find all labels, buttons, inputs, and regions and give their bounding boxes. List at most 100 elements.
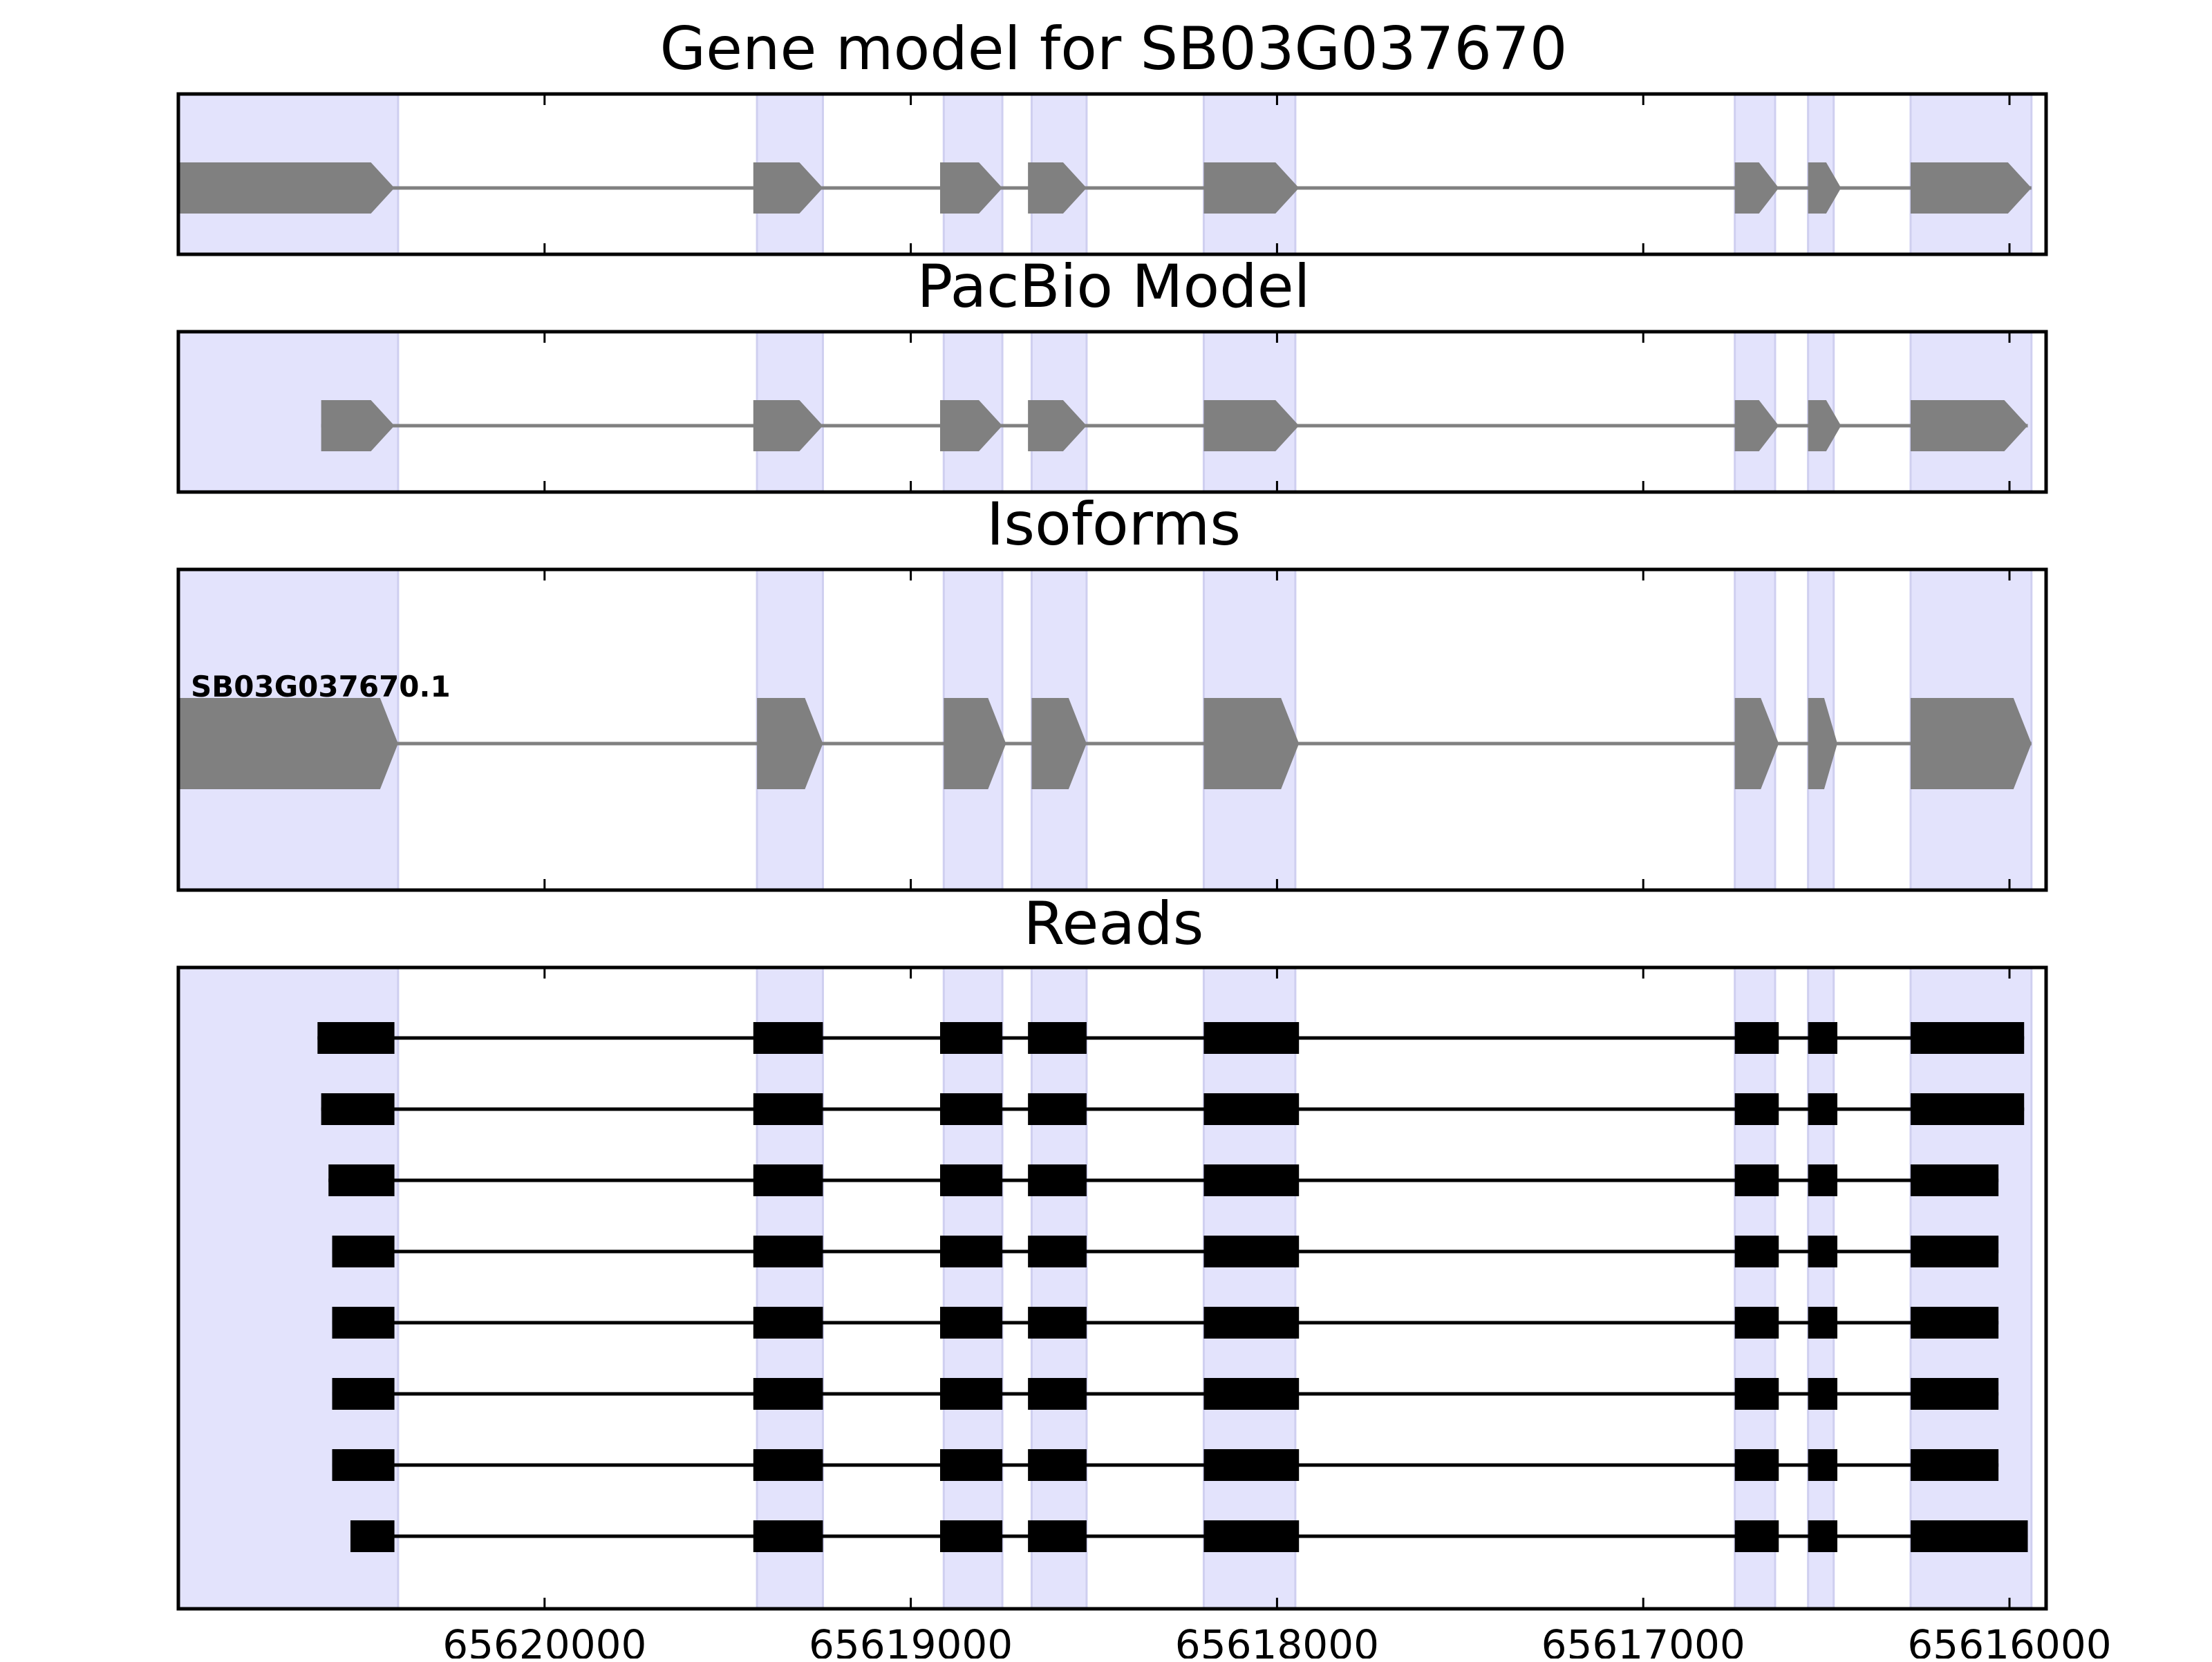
exon-arrow: [753, 162, 823, 214]
read-exon-block: [1734, 1093, 1779, 1125]
read-row: [332, 1307, 1999, 1339]
read-exon-block: [1910, 1164, 1999, 1196]
read-exon-block: [1028, 1093, 1087, 1125]
isoform-label: SB03G037670.1: [191, 670, 451, 703]
exon-arrow: [1734, 400, 1779, 451]
read-exon-block: [753, 1307, 823, 1339]
read-exon-block: [1808, 1022, 1838, 1054]
exon-arrow: [1031, 698, 1087, 789]
read-exon-block: [1808, 1449, 1838, 1481]
exon-arrow: [1028, 162, 1087, 214]
read-exon-block: [1203, 1022, 1300, 1054]
read-exon-block: [939, 1164, 1003, 1196]
exon-arrow: [753, 400, 823, 451]
read-exon-block: [1808, 1164, 1838, 1196]
exon-arrow: [321, 400, 395, 451]
read-exon-block: [1734, 1520, 1779, 1552]
transcript-row: [178, 162, 2032, 214]
read-row: [332, 1236, 1999, 1267]
read-exon-block: [1028, 1520, 1087, 1552]
read-exon-block: [1203, 1378, 1300, 1410]
exon-arrow: [757, 698, 823, 789]
read-exon-block: [753, 1164, 823, 1196]
exon-arrow: [1808, 698, 1838, 789]
exon-arrow: [1734, 162, 1779, 214]
exon-arrow: [944, 698, 1006, 789]
read-exon-block: [328, 1164, 395, 1196]
panel-title: Isoforms: [986, 490, 1241, 559]
exon-region-band: [1807, 966, 1835, 1610]
exon-region-band: [1909, 966, 2033, 1610]
read-exon-block: [1203, 1307, 1300, 1339]
read-row: [321, 1093, 2025, 1125]
read-exon-block: [939, 1093, 1003, 1125]
read-exon-block: [1203, 1449, 1300, 1481]
read-exon-block: [753, 1378, 823, 1410]
panel-gene-model: Gene model for SB03G037670: [176, 15, 2048, 256]
read-exon-block: [753, 1449, 823, 1481]
panel-frame: [176, 567, 2048, 892]
exon-arrow: [939, 162, 1003, 214]
exon-region-band: [942, 966, 1004, 1610]
panel-isoforms: SB03G037670.1 Isoforms: [176, 490, 2048, 892]
read-exon-block: [1028, 1236, 1087, 1267]
read-exon-block: [1028, 1164, 1087, 1196]
exon-arrow: [939, 400, 1003, 451]
read-exon-block: [939, 1520, 1003, 1552]
exon-arrow: [178, 162, 395, 214]
read-exon-block: [1910, 1449, 1999, 1481]
read-exon-block: [1203, 1236, 1300, 1267]
panel-title: Gene model for SB03G037670: [660, 15, 1568, 84]
exon-arrow: [1734, 698, 1779, 789]
read-exon-block: [753, 1520, 823, 1552]
read-exon-block: [1910, 1093, 2025, 1125]
read-exon-block: [332, 1449, 395, 1481]
exon-arrow: [1910, 698, 2032, 789]
exon-arrow: [1028, 400, 1087, 451]
exon-arrow: [1203, 400, 1300, 451]
read-exon-block: [1734, 1378, 1779, 1410]
read-exon-block: [1910, 1307, 1999, 1339]
read-exon-block: [939, 1236, 1003, 1267]
read-exon-block: [1028, 1378, 1087, 1410]
exon-region-band: [177, 966, 400, 1610]
exon-arrow: [1203, 162, 1300, 214]
x-tick-label: 65618000: [1175, 1621, 1379, 1659]
exon-arrow: [1910, 162, 2032, 214]
read-exon-block: [1910, 1520, 2028, 1552]
exon-region-band: [1202, 966, 1297, 1610]
read-exon-block: [332, 1307, 395, 1339]
exon-arrow: [1808, 162, 1841, 214]
read-exon-block: [1734, 1236, 1779, 1267]
exon-arrow: [1910, 400, 2028, 451]
read-exon-block: [1734, 1449, 1779, 1481]
read-exon-block: [939, 1449, 1003, 1481]
read-exon-block: [939, 1307, 1003, 1339]
exon-arrow: [1808, 400, 1841, 451]
read-exon-block: [1910, 1236, 1999, 1267]
read-exon-block: [350, 1520, 395, 1552]
panel-frame: [176, 965, 2048, 1611]
read-exon-block: [939, 1022, 1003, 1054]
read-exon-block: [1203, 1520, 1300, 1552]
panel-pacbio-model: PacBio Model: [176, 252, 2048, 494]
read-row: [350, 1520, 2028, 1552]
read-row: [328, 1164, 1999, 1196]
read-exon-block: [753, 1093, 823, 1125]
exon-region-band: [756, 966, 824, 1610]
read-exon-block: [753, 1022, 823, 1054]
panel-frame: [176, 330, 2048, 494]
panel-reads: Reads: [176, 889, 2048, 1611]
exon-region-band: [1734, 966, 1777, 1610]
transcript-row: [321, 400, 2028, 451]
read-exon-block: [332, 1378, 395, 1410]
x-tick-label: 65619000: [809, 1621, 1013, 1659]
read-exon-block: [1808, 1093, 1838, 1125]
x-tick-label: 65616000: [1907, 1621, 2111, 1659]
read-row: [332, 1449, 1999, 1481]
read-exon-block: [753, 1236, 823, 1267]
read-exon-block: [1910, 1022, 2025, 1054]
read-exon-block: [332, 1236, 395, 1267]
